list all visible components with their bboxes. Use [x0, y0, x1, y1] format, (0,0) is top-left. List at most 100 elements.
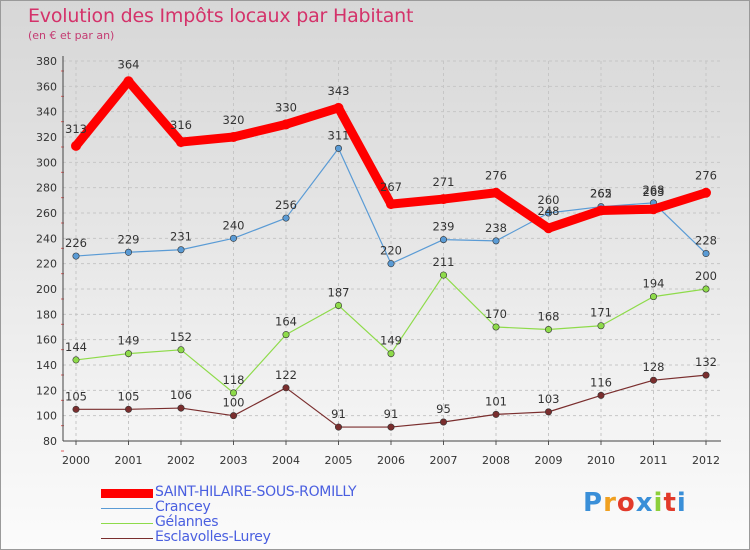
- data-label: 239: [433, 220, 455, 234]
- data-label: 144: [65, 340, 87, 354]
- legend-swatch: [101, 489, 153, 498]
- proxiti-logo: Proxiti: [583, 488, 687, 518]
- data-labels: 313 364 316 320 330 343 267 271 276 248 262 263 276 2…: [65, 57, 717, 421]
- data-point: [228, 132, 239, 142]
- data-point: [597, 391, 605, 399]
- data-label: 95: [436, 402, 451, 416]
- data-point: [596, 205, 606, 216]
- x-tick-label: 2004: [272, 454, 300, 467]
- data-point: [333, 102, 344, 113]
- data-label: 248: [538, 204, 560, 218]
- data-label: 276: [485, 169, 507, 183]
- y-tick-label: 300: [36, 156, 57, 169]
- data-label: 194: [643, 277, 665, 291]
- data-point: [282, 331, 290, 339]
- data-point: [649, 376, 657, 384]
- data-label: 171: [590, 306, 612, 320]
- data-label: 316: [170, 118, 192, 132]
- data-point: [701, 187, 711, 198]
- data-label: 364: [118, 57, 140, 71]
- data-label: 103: [538, 392, 560, 406]
- data-point: [439, 271, 447, 279]
- y-tick-label: 320: [36, 131, 57, 144]
- data-point: [544, 326, 552, 334]
- data-label: 265: [590, 187, 612, 201]
- data-label: 168: [538, 310, 560, 324]
- logo-letter: t: [663, 488, 677, 518]
- x-tick-label: 2006: [377, 454, 405, 467]
- data-point: [282, 384, 290, 392]
- data-point: [71, 140, 81, 151]
- x-tick-label: 2007: [430, 454, 458, 467]
- data-point: [123, 76, 134, 87]
- grid-lines: [63, 60, 721, 442]
- data-point: [544, 209, 552, 217]
- data-label: 231: [170, 230, 192, 244]
- data-label: 122: [275, 368, 297, 382]
- legend-label: SAINT-HILAIRE-SOUS-ROMILLY: [155, 484, 357, 500]
- data-point: [230, 234, 238, 242]
- y-tick-label: 360: [36, 80, 57, 93]
- y-tick-label: 200: [36, 283, 57, 296]
- data-point: [334, 301, 342, 309]
- data-label: 116: [590, 375, 612, 389]
- y-tick-label: 80: [43, 435, 57, 448]
- x-tick-label: 2005: [325, 454, 353, 467]
- data-point: [177, 346, 185, 354]
- data-label: 238: [485, 221, 507, 235]
- data-label: 260: [538, 193, 560, 207]
- legend-item: SAINT-HILAIRE-SOUS-ROMILLY: [101, 484, 421, 501]
- data-point: [177, 246, 185, 254]
- data-point: [438, 194, 449, 205]
- data-point: [702, 285, 710, 293]
- data-point: [176, 137, 186, 148]
- data-point: [439, 418, 447, 426]
- data-label: 100: [223, 396, 245, 410]
- data-label: 187: [328, 285, 350, 299]
- y-tick-label: 280: [36, 182, 57, 195]
- data-label: 132: [695, 355, 717, 369]
- y-tick-label: 140: [36, 359, 57, 372]
- data-point: [230, 412, 238, 420]
- legend-item: Gélannes: [101, 514, 421, 531]
- data-point: [387, 350, 395, 358]
- data-label: 271: [433, 175, 455, 189]
- x-tick-label: 2012: [692, 454, 720, 467]
- data-label: 164: [275, 315, 297, 329]
- data-label: 105: [118, 389, 140, 403]
- data-label: 313: [65, 122, 87, 136]
- data-point: [72, 252, 80, 260]
- data-label: 220: [380, 244, 402, 258]
- data-point: [125, 248, 133, 256]
- x-tick-label: 2002: [167, 454, 195, 467]
- data-point: [492, 410, 500, 418]
- data-point: [702, 250, 710, 258]
- y-tick-label: 260: [36, 207, 57, 220]
- legend-item: Esclavolles-Lurey: [101, 530, 421, 546]
- data-point: [492, 323, 500, 331]
- data-label: 330: [275, 100, 297, 114]
- x-tick-label: 2008: [482, 454, 510, 467]
- data-point: [334, 144, 342, 152]
- data-point: [649, 293, 657, 301]
- data-label: 240: [223, 218, 245, 232]
- data-label: 228: [695, 234, 717, 248]
- data-point: [387, 423, 395, 431]
- data-series: [71, 76, 711, 431]
- y-tick-label: 100: [36, 410, 57, 423]
- data-point: [544, 408, 552, 416]
- legend-label: Gélannes: [155, 514, 219, 530]
- data-label: 149: [380, 334, 402, 348]
- data-label: 267: [380, 180, 402, 194]
- data-point: [230, 389, 238, 397]
- data-point: [597, 322, 605, 330]
- x-tick-label: 2001: [115, 454, 143, 467]
- x-tick-label: 2010: [587, 454, 615, 467]
- x-tick-label: 2000: [62, 454, 90, 467]
- data-point: [387, 260, 395, 268]
- data-label: 256: [275, 198, 297, 212]
- data-point: [177, 404, 185, 412]
- legend-swatch: [101, 508, 153, 509]
- data-label: 200: [695, 269, 717, 283]
